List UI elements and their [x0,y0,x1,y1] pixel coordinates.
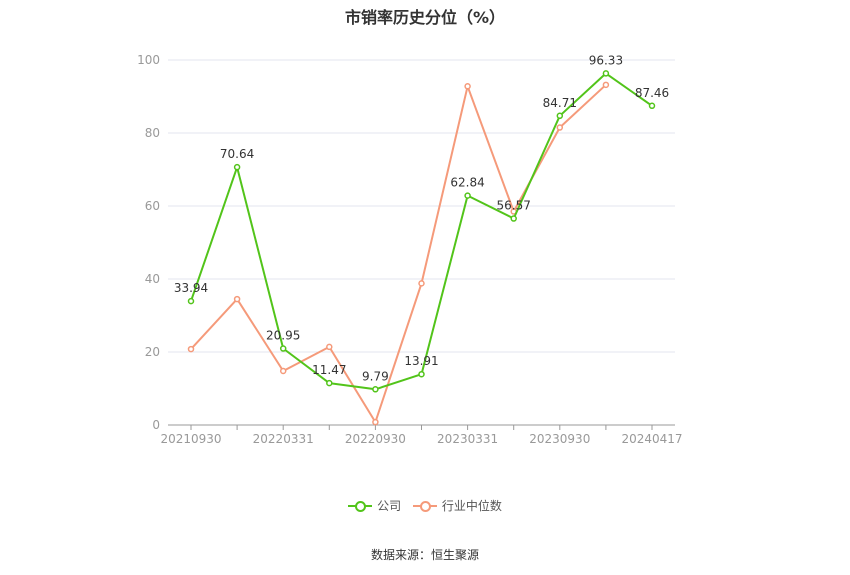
company-data-point [187,297,195,305]
industry-median-data-point [187,345,195,353]
x-tick-label: 20240417 [621,432,682,446]
legend-item-industry-median[interactable]: 行业中位数 [412,497,502,514]
data-label: 87.46 [635,86,669,100]
data-label: 84.71 [543,96,577,110]
company-series-line [190,72,653,391]
company-data-point [326,379,333,387]
industry-median-series-line [190,84,607,424]
legend: 公司 行业中位数 [0,497,850,515]
data-label: 56.57 [497,199,531,213]
data-label: 13.91 [404,354,438,368]
company-data-point [510,215,517,222]
data-labels: 33.94 70.64 20.95 11.47 9.79 13.91 62.84 56.57 8… [174,53,669,383]
industry-median-data-point [326,343,333,351]
industry-median-data-point [279,367,287,375]
industry-median-data-point [372,418,379,426]
data-label: 20.95 [266,329,300,343]
company-data-point [602,70,610,77]
line-marker-icon [412,500,437,512]
y-tick-label: 20 [145,345,160,359]
industry-median-data-point [418,280,425,287]
x-tick-label: 20220331 [253,432,314,446]
line-marker-icon [348,500,373,512]
data-source-note: 数据来源：恒生聚源 [370,548,479,562]
series [187,70,656,426]
y-tick-label: 100 [137,53,160,67]
legend-item-company[interactable]: 公司 [348,497,401,514]
grid-lines [168,59,675,353]
x-tick-label: 20230331 [437,432,498,446]
legend-label-industry-median: 行业中位数 [441,499,502,513]
company-data-point [464,192,471,199]
company-data-point [279,345,287,352]
legend-label-company: 公司 [377,499,402,513]
data-label: 62.84 [450,176,484,190]
data-label: 96.33 [589,53,623,67]
y-tick-label: 40 [145,272,160,286]
axes: 0 20 40 60 80 100 20210930 20220331 20220930 2023… [137,53,682,446]
y-tick-label: 0 [152,418,160,432]
x-tick-label: 20210930 [160,432,221,446]
company-data-point [648,102,656,110]
industry-median-data-point [556,124,564,131]
company-data-point [372,386,379,393]
y-tick-label: 80 [145,126,160,140]
company-data-point [556,112,564,120]
chart-title: 市销率历史分位（%） [344,8,506,27]
x-tick-label: 20220930 [345,432,406,446]
company-data-point [233,163,241,171]
data-label: 11.47 [312,363,346,377]
line-chart: 0 20 40 60 80 100 20210930 20220331 20220930 2023… [137,53,682,446]
industry-median-data-point [233,295,241,303]
industry-median-data-point [464,83,471,90]
y-tick-label: 60 [145,199,160,213]
data-label: 9.79 [362,369,389,383]
x-tick-label: 20230930 [529,432,590,446]
company-data-point [418,370,425,378]
industry-median-data-point [602,81,610,89]
data-label: 33.94 [174,281,208,295]
data-label: 70.64 [220,147,254,161]
